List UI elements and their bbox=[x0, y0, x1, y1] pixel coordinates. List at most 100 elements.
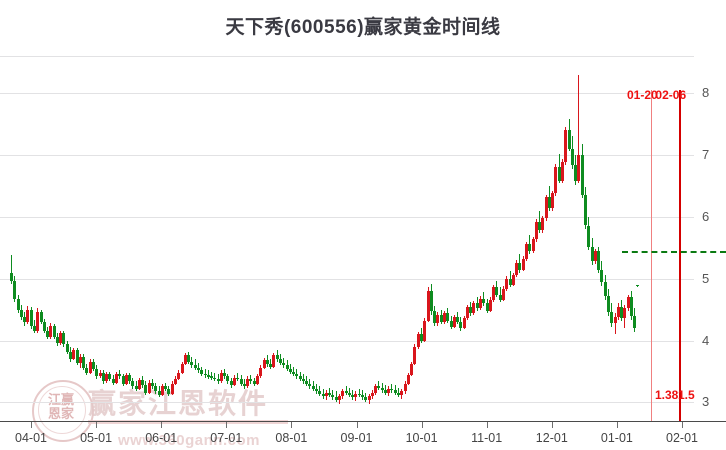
candle-wick bbox=[270, 359, 272, 370]
candle-body bbox=[554, 167, 558, 194]
candle-body bbox=[393, 390, 397, 393]
candle-body bbox=[114, 373, 118, 383]
candle-wick bbox=[391, 383, 393, 393]
y-axis-label: 4 bbox=[702, 332, 710, 348]
candle-body bbox=[292, 371, 296, 374]
candle-body bbox=[610, 312, 614, 324]
grid-line-top bbox=[0, 56, 694, 57]
candle-body bbox=[154, 386, 158, 392]
candle-wick bbox=[348, 387, 350, 398]
candle-wick bbox=[289, 364, 291, 374]
candle-wick bbox=[384, 385, 386, 395]
candle-body bbox=[59, 333, 63, 344]
time-line-1[interactable] bbox=[650, 90, 653, 421]
x-axis-line bbox=[0, 421, 726, 422]
candle-wick bbox=[332, 390, 334, 400]
candle-body bbox=[479, 298, 483, 309]
x-axis-tick bbox=[356, 422, 358, 428]
candle-wick bbox=[194, 359, 196, 371]
candle-body bbox=[433, 310, 437, 324]
candle-wick bbox=[345, 386, 347, 395]
candle-wick bbox=[309, 378, 311, 389]
candlestick-series bbox=[0, 56, 694, 421]
candle-wick bbox=[352, 390, 354, 400]
candle-body bbox=[557, 167, 561, 181]
time-line-2[interactable] bbox=[679, 90, 681, 421]
y-axis-label: 3 bbox=[702, 394, 710, 410]
candle-body bbox=[577, 154, 581, 181]
candle-body bbox=[200, 370, 204, 374]
candle-body bbox=[174, 378, 177, 384]
candle-body bbox=[492, 287, 496, 300]
candle-body bbox=[301, 378, 305, 382]
candle-body bbox=[151, 382, 155, 387]
candle-body bbox=[436, 314, 440, 324]
candle-body bbox=[108, 373, 112, 379]
candle-body bbox=[377, 386, 381, 388]
candle-body bbox=[531, 239, 535, 252]
candle-wick bbox=[316, 383, 318, 394]
candle-body bbox=[269, 364, 273, 367]
candle-body bbox=[547, 197, 551, 209]
candle-body bbox=[10, 272, 13, 281]
candle-body bbox=[170, 383, 174, 394]
candle-body bbox=[134, 386, 138, 389]
candle-body bbox=[380, 387, 384, 391]
candle-body bbox=[272, 355, 276, 367]
candle-body bbox=[426, 291, 430, 321]
candle-wick bbox=[302, 373, 304, 384]
candle-body bbox=[26, 310, 30, 322]
y-axis-label: 7 bbox=[702, 146, 710, 162]
candle-wick bbox=[358, 388, 360, 398]
candle-body bbox=[580, 154, 584, 195]
candle-wick bbox=[361, 390, 363, 400]
candle-body bbox=[351, 395, 355, 398]
candle-body bbox=[485, 303, 489, 311]
candle-body bbox=[55, 336, 59, 344]
candle-body bbox=[187, 355, 191, 362]
candle-body bbox=[128, 375, 132, 382]
candle-wick bbox=[329, 387, 331, 398]
candle-body bbox=[360, 395, 364, 398]
candle-body bbox=[121, 376, 125, 384]
x-axis-tick bbox=[291, 422, 293, 428]
candle-body bbox=[620, 307, 624, 319]
candle-body bbox=[242, 383, 246, 387]
candle-body bbox=[564, 130, 568, 163]
candle-body bbox=[13, 280, 17, 299]
candle-wick bbox=[319, 386, 321, 397]
candle-wick bbox=[614, 313, 616, 335]
x-axis-tick bbox=[421, 422, 423, 428]
candle-wick bbox=[335, 391, 337, 403]
x-axis-label: 06-01 bbox=[145, 431, 178, 445]
candle-body bbox=[256, 376, 259, 384]
grid-layer bbox=[0, 56, 694, 421]
candle-body bbox=[265, 360, 269, 365]
candle-body bbox=[623, 308, 627, 319]
candle-body bbox=[36, 312, 40, 331]
x-axis-tick bbox=[226, 422, 228, 428]
candle-body bbox=[521, 258, 525, 271]
candle-body bbox=[275, 355, 279, 360]
candle-body bbox=[416, 334, 420, 347]
x-axis-label: 09-01 bbox=[340, 431, 373, 445]
grid-line bbox=[0, 340, 694, 342]
candle-wick bbox=[207, 370, 209, 379]
candle-body bbox=[111, 378, 115, 383]
candle-body bbox=[65, 344, 69, 352]
candle-body bbox=[252, 381, 256, 384]
candle-body bbox=[82, 356, 86, 368]
candle-body bbox=[105, 373, 109, 382]
candle-body bbox=[528, 244, 532, 252]
candle-body bbox=[629, 297, 633, 316]
candle-body bbox=[597, 251, 601, 271]
candle-body bbox=[636, 284, 640, 287]
candle-body bbox=[561, 162, 565, 181]
grid-line bbox=[0, 402, 694, 404]
candle-body bbox=[147, 382, 151, 393]
candle-body bbox=[239, 378, 243, 384]
candle-body bbox=[584, 194, 587, 226]
candle-wick bbox=[214, 372, 216, 382]
candle-body bbox=[442, 313, 446, 322]
candle-body bbox=[206, 375, 210, 377]
